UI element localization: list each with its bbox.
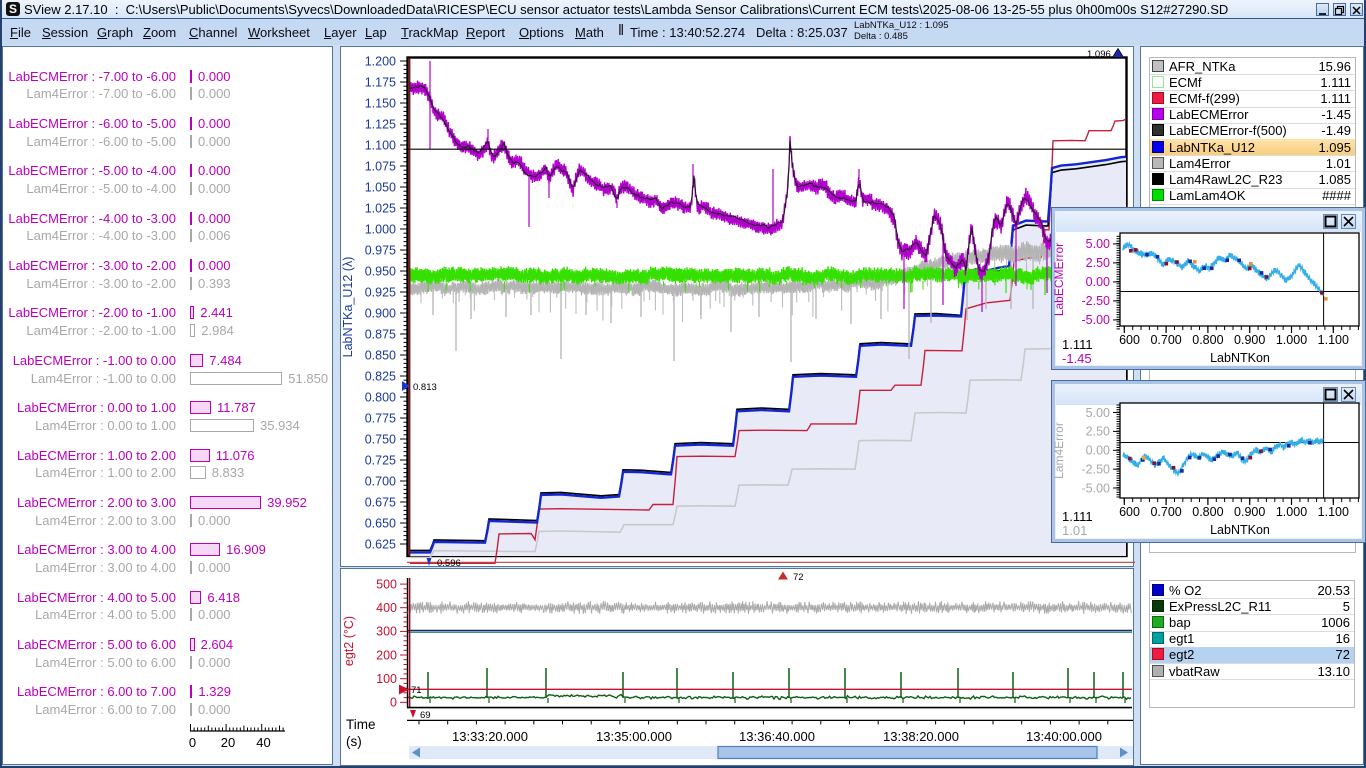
svg-text:2.50: 2.50 [1086, 425, 1110, 439]
svg-text:1.150: 1.150 [365, 96, 396, 110]
svg-text:0.700: 0.700 [365, 474, 396, 488]
svg-text:0.00: 0.00 [1086, 444, 1110, 458]
svg-text:1.000: 1.000 [1276, 333, 1307, 347]
svg-text:1.200: 1.200 [365, 54, 396, 68]
svg-text:1.025: 1.025 [365, 201, 396, 215]
svg-text:0.975: 0.975 [365, 243, 396, 257]
svg-text:400: 400 [376, 601, 397, 615]
svg-text:1.075: 1.075 [365, 159, 396, 173]
svg-text:100: 100 [376, 672, 397, 686]
svg-text:-5.00: -5.00 [1082, 313, 1111, 327]
svg-text:1.111: 1.111 [1062, 509, 1093, 524]
svg-text:300: 300 [376, 625, 397, 639]
svg-text:1.111: 1.111 [1062, 337, 1093, 352]
svg-text:0.750: 0.750 [365, 432, 396, 446]
svg-text:13:35:00.000: 13:35:00.000 [596, 729, 672, 744]
svg-text:0.600: 0.600 [1109, 333, 1140, 347]
svg-text:0.625: 0.625 [365, 537, 396, 551]
svg-text:69: 69 [420, 710, 431, 721]
svg-text:13:40:00.000: 13:40:00.000 [1026, 729, 1102, 744]
svg-text:Time: Time [346, 717, 376, 732]
svg-text:1.000: 1.000 [1276, 505, 1307, 519]
svg-text:0.875: 0.875 [365, 327, 396, 341]
svg-text:1.100: 1.100 [1318, 505, 1349, 519]
svg-text:1.175: 1.175 [365, 75, 396, 89]
svg-text:40: 40 [256, 735, 270, 750]
svg-text:72: 72 [793, 572, 804, 583]
svg-text:20: 20 [221, 735, 235, 750]
svg-text:13:36:40.000: 13:36:40.000 [739, 729, 815, 744]
svg-text:1.01: 1.01 [1062, 523, 1087, 538]
svg-text:LabECMError: LabECMError [1053, 243, 1066, 316]
svg-text:0.775: 0.775 [365, 411, 396, 425]
svg-text:0.596: 0.596 [437, 558, 461, 568]
svg-text:0.650: 0.650 [365, 516, 396, 530]
svg-text:1.125: 1.125 [365, 117, 396, 131]
svg-text:0.925: 0.925 [365, 285, 396, 299]
svg-text:1.100: 1.100 [1318, 333, 1349, 347]
svg-text:0.800: 0.800 [1192, 333, 1223, 347]
svg-text:0.900: 0.900 [1234, 333, 1265, 347]
svg-text:0.800: 0.800 [365, 390, 396, 404]
svg-text:LabNTKon: LabNTKon [1210, 351, 1270, 365]
svg-text:-1.45: -1.45 [1062, 351, 1092, 366]
svg-text:LabNTKon: LabNTKon [1210, 523, 1270, 537]
svg-text:-2.50: -2.50 [1082, 463, 1111, 477]
svg-text:1.050: 1.050 [365, 180, 396, 194]
svg-text:0.950: 0.950 [365, 264, 396, 278]
svg-text:0: 0 [390, 696, 397, 710]
svg-text:0.900: 0.900 [365, 306, 396, 320]
svg-text:0.850: 0.850 [365, 348, 396, 362]
svg-text:1.000: 1.000 [365, 222, 396, 236]
svg-text:2.50: 2.50 [1086, 256, 1110, 270]
svg-text:200: 200 [376, 648, 397, 662]
svg-text:-5.00: -5.00 [1082, 481, 1111, 495]
svg-text:13:38:20.000: 13:38:20.000 [883, 729, 959, 744]
svg-text:0.800: 0.800 [1192, 505, 1223, 519]
svg-text:0.675: 0.675 [365, 495, 396, 509]
svg-text:-2.50: -2.50 [1082, 294, 1111, 308]
svg-text:0.725: 0.725 [365, 453, 396, 467]
svg-text:Lam4Error: Lam4Error [1053, 422, 1066, 479]
svg-text:5.00: 5.00 [1086, 237, 1110, 251]
svg-text:1.096: 1.096 [1087, 49, 1111, 60]
svg-text:(s): (s) [346, 734, 362, 749]
svg-text:0.900: 0.900 [1234, 505, 1265, 519]
svg-text:0.700: 0.700 [1150, 505, 1181, 519]
svg-text:500: 500 [376, 577, 397, 591]
svg-text:egt2 (°C): egt2 (°C) [342, 616, 356, 666]
svg-text:5.00: 5.00 [1086, 406, 1110, 420]
svg-text:0.813: 0.813 [413, 382, 437, 393]
svg-text:71: 71 [411, 685, 422, 696]
svg-text:0.825: 0.825 [365, 369, 396, 383]
svg-text:1.100: 1.100 [365, 138, 396, 152]
svg-text:0.600: 0.600 [1109, 505, 1140, 519]
svg-text:13:33:20.000: 13:33:20.000 [452, 729, 528, 744]
svg-text:LabNTKa_U12 (λ): LabNTKa_U12 (λ) [341, 257, 355, 358]
svg-text:0.00: 0.00 [1086, 275, 1110, 289]
svg-text:0.700: 0.700 [1150, 333, 1181, 347]
svg-text:0: 0 [189, 735, 196, 750]
